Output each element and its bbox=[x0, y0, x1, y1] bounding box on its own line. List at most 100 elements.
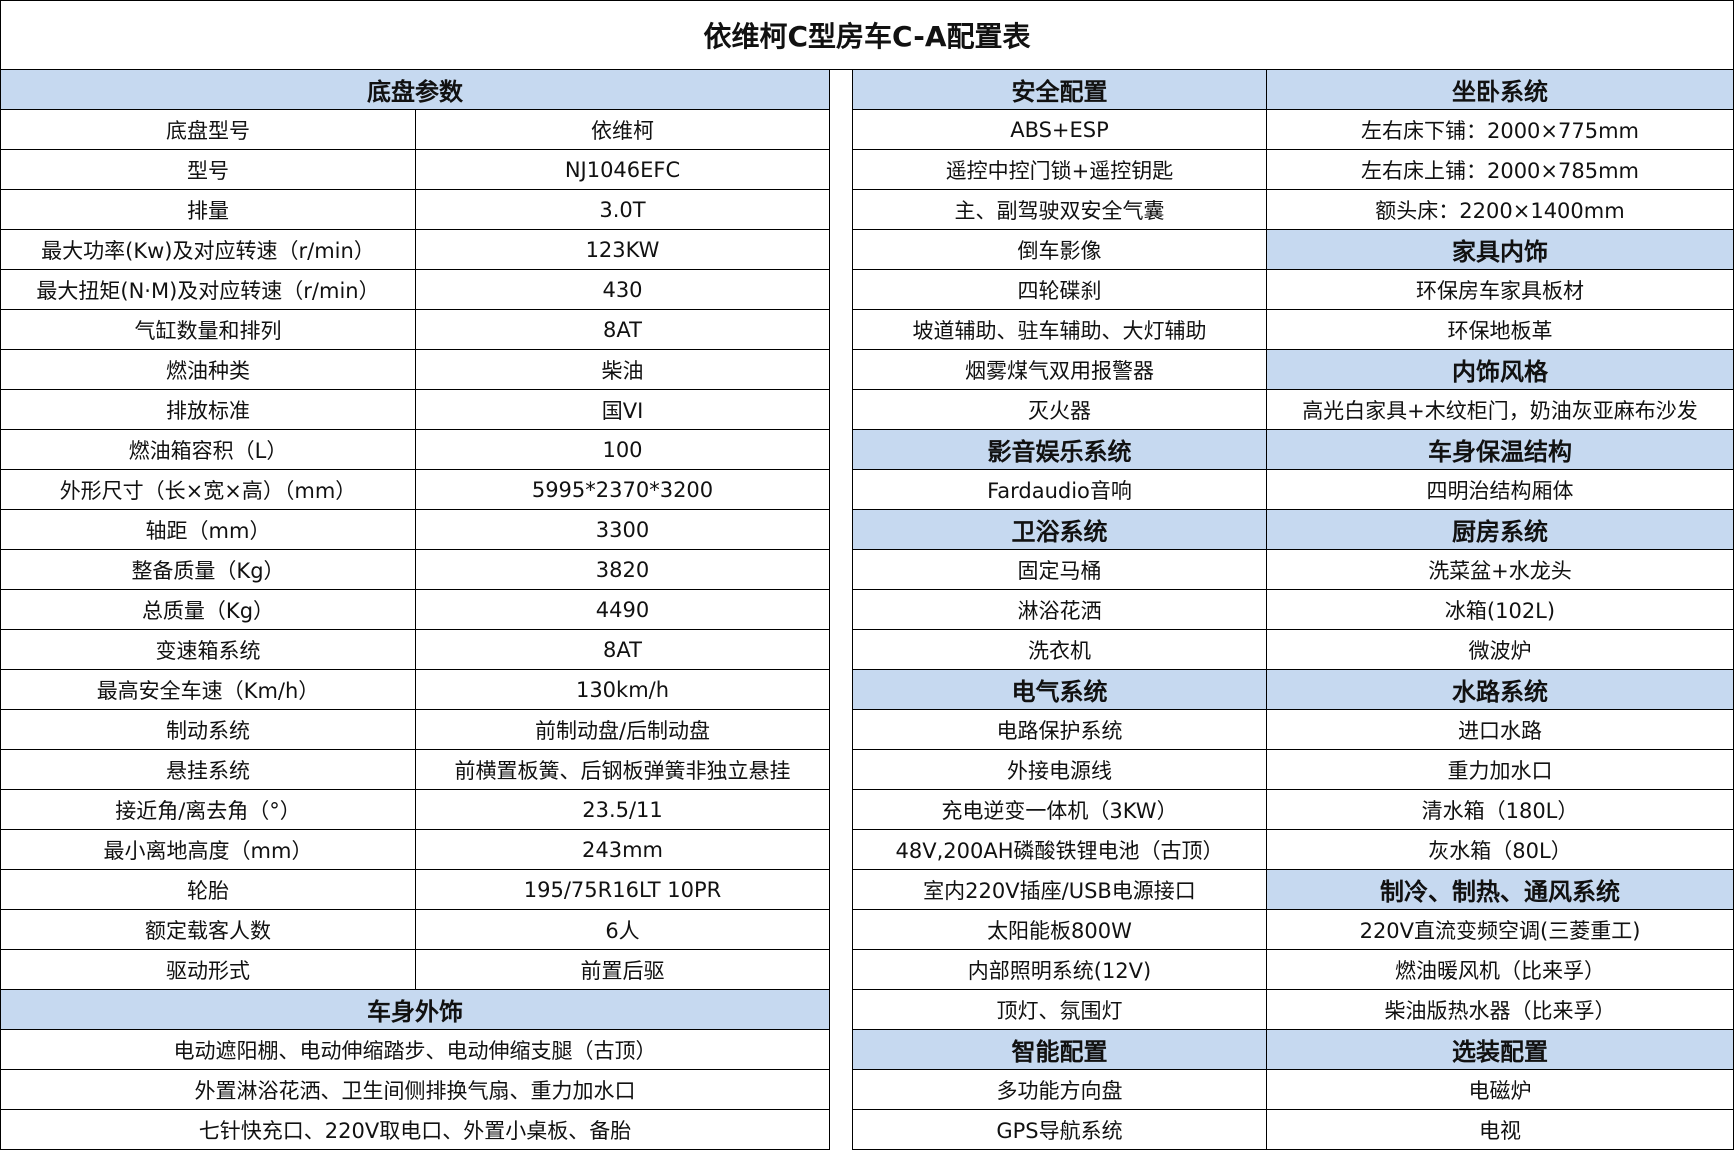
table-title: 依维柯C型房车C-A配置表 bbox=[0, 0, 1734, 70]
feature-cell: 环保房车家具板材 bbox=[1266, 269, 1734, 310]
feature-cell: 烟雾煤气双用报警器 bbox=[852, 349, 1267, 390]
param-value: 6人 bbox=[415, 909, 830, 950]
section-header: 底盘参数 bbox=[0, 69, 830, 110]
param-value: 柴油 bbox=[415, 349, 830, 390]
feature-cell: 重力加水口 bbox=[1266, 749, 1734, 790]
feature-cell: 太阳能板800W bbox=[852, 909, 1267, 950]
param-value: 8AT bbox=[415, 629, 830, 670]
section-header: 电气系统 bbox=[852, 669, 1267, 710]
section-header: 制冷、制热、通风系统 bbox=[1266, 869, 1734, 910]
feature-cell: 坡道辅助、驻车辅助、大灯辅助 bbox=[852, 309, 1267, 350]
param-name: 气缸数量和排列 bbox=[0, 309, 416, 350]
param-value: 3820 bbox=[415, 549, 830, 590]
feature-cell: 主、副驾驶双安全气囊 bbox=[852, 189, 1267, 230]
param-name: 额定载客人数 bbox=[0, 909, 416, 950]
feature-cell: 进口水路 bbox=[1266, 709, 1734, 750]
param-value: 195/75R16LT 10PR bbox=[415, 869, 830, 910]
param-name: 轮胎 bbox=[0, 869, 416, 910]
param-name: 最大扭矩(N·M)及对应转速（r/min） bbox=[0, 269, 416, 310]
section-header: 家具内饰 bbox=[1266, 229, 1734, 270]
param-name: 悬挂系统 bbox=[0, 749, 416, 790]
feature-cell: ABS+ESP bbox=[852, 109, 1267, 150]
feature-cell: 燃油暖风机（比来孚） bbox=[1266, 949, 1734, 990]
feature-cell: 四轮碟刹 bbox=[852, 269, 1267, 310]
feature-cell: 灭火器 bbox=[852, 389, 1267, 430]
param-name: 变速箱系统 bbox=[0, 629, 416, 670]
feature-cell: 倒车影像 bbox=[852, 229, 1267, 270]
feature-cell: 220V直流变频空调(三菱重工) bbox=[1266, 909, 1734, 950]
param-value: NJ1046EFC bbox=[415, 149, 830, 190]
section-header: 安全配置 bbox=[852, 69, 1267, 110]
feature-cell: 电磁炉 bbox=[1266, 1069, 1734, 1110]
param-name: 整备质量（Kg） bbox=[0, 549, 416, 590]
param-name: 燃油种类 bbox=[0, 349, 416, 390]
param-value: 前横置板簧、后钢板弹簧非独立悬挂 bbox=[415, 749, 830, 790]
feature-cell: 顶灯、氛围灯 bbox=[852, 989, 1267, 1030]
feature-cell: 内部照明系统(12V) bbox=[852, 949, 1267, 990]
param-name: 型号 bbox=[0, 149, 416, 190]
feature-cell: 环保地板革 bbox=[1266, 309, 1734, 350]
feature-cell: 外置淋浴花洒、卫生间侧排换气扇、重力加水口 bbox=[0, 1069, 830, 1110]
section-header: 选装配置 bbox=[1266, 1029, 1734, 1070]
param-value: 5995*2370*3200 bbox=[415, 469, 830, 510]
section-header: 卫浴系统 bbox=[852, 509, 1267, 550]
feature-cell: 多功能方向盘 bbox=[852, 1069, 1267, 1110]
param-name: 制动系统 bbox=[0, 709, 416, 750]
param-name: 外形尺寸（长×宽×高）（mm） bbox=[0, 469, 416, 510]
param-value: 3300 bbox=[415, 509, 830, 550]
feature-cell: 七针快充口、220V取电口、外置小桌板、备胎 bbox=[0, 1109, 830, 1150]
feature-cell: 冰箱(102L) bbox=[1266, 589, 1734, 630]
feature-cell: 电路保护系统 bbox=[852, 709, 1267, 750]
feature-cell: 灰水箱（80L） bbox=[1266, 829, 1734, 870]
param-name: 底盘型号 bbox=[0, 109, 416, 150]
param-value: 430 bbox=[415, 269, 830, 310]
param-value: 23.5/11 bbox=[415, 789, 830, 830]
section-header: 车身保温结构 bbox=[1266, 429, 1734, 470]
param-name: 最小离地高度（mm） bbox=[0, 829, 416, 870]
section-header: 厨房系统 bbox=[1266, 509, 1734, 550]
feature-cell: Fardaudio音响 bbox=[852, 469, 1267, 510]
param-value: 100 bbox=[415, 429, 830, 470]
param-value: 依维柯 bbox=[415, 109, 830, 150]
feature-cell: 室内220V插座/USB电源接口 bbox=[852, 869, 1267, 910]
section-header: 内饰风格 bbox=[1266, 349, 1734, 390]
section-header: 坐卧系统 bbox=[1266, 69, 1734, 110]
feature-cell: GPS导航系统 bbox=[852, 1109, 1267, 1150]
param-name: 燃油箱容积（L） bbox=[0, 429, 416, 470]
param-name: 总质量（Kg） bbox=[0, 589, 416, 630]
feature-cell: 固定马桶 bbox=[852, 549, 1267, 590]
feature-cell: 微波炉 bbox=[1266, 629, 1734, 670]
param-name: 排量 bbox=[0, 189, 416, 230]
param-name: 接近角/离去角（°） bbox=[0, 789, 416, 830]
param-name: 最大功率(Kw)及对应转速（r/min） bbox=[0, 229, 416, 270]
param-name: 排放标准 bbox=[0, 389, 416, 430]
feature-cell: 柴油版热水器（比来孚） bbox=[1266, 989, 1734, 1030]
param-value: 130km/h bbox=[415, 669, 830, 710]
feature-cell: 淋浴花洒 bbox=[852, 589, 1267, 630]
feature-cell: 48V,200AH磷酸铁锂电池（古顶） bbox=[852, 829, 1267, 870]
param-value: 前置后驱 bbox=[415, 949, 830, 990]
param-value: 3.0T bbox=[415, 189, 830, 230]
feature-cell: 额头床：2200×1400mm bbox=[1266, 189, 1734, 230]
feature-cell: 高光白家具+木纹柜门，奶油灰亚麻布沙发 bbox=[1266, 389, 1734, 430]
section-header: 智能配置 bbox=[852, 1029, 1267, 1070]
param-value: 国VI bbox=[415, 389, 830, 430]
feature-cell: 左右床上铺：2000×785mm bbox=[1266, 149, 1734, 190]
feature-cell: 遥控中控门锁+遥控钥匙 bbox=[852, 149, 1267, 190]
feature-cell: 电动遮阳棚、电动伸缩踏步、电动伸缩支腿（古顶） bbox=[0, 1029, 830, 1070]
param-value: 4490 bbox=[415, 589, 830, 630]
feature-cell: 充电逆变一体机（3KW） bbox=[852, 789, 1267, 830]
param-value: 243mm bbox=[415, 829, 830, 870]
feature-cell: 四明治结构厢体 bbox=[1266, 469, 1734, 510]
section-header: 水路系统 bbox=[1266, 669, 1734, 710]
section-header: 影音娱乐系统 bbox=[852, 429, 1267, 470]
param-name: 最高安全车速（Km/h） bbox=[0, 669, 416, 710]
feature-cell: 电视 bbox=[1266, 1109, 1734, 1150]
feature-cell: 清水箱（180L） bbox=[1266, 789, 1734, 830]
param-value: 8AT bbox=[415, 309, 830, 350]
param-value: 前制动盘/后制动盘 bbox=[415, 709, 830, 750]
param-name: 轴距（mm） bbox=[0, 509, 416, 550]
section-header: 车身外饰 bbox=[0, 989, 830, 1030]
feature-cell: 左右床下铺：2000×775mm bbox=[1266, 109, 1734, 150]
